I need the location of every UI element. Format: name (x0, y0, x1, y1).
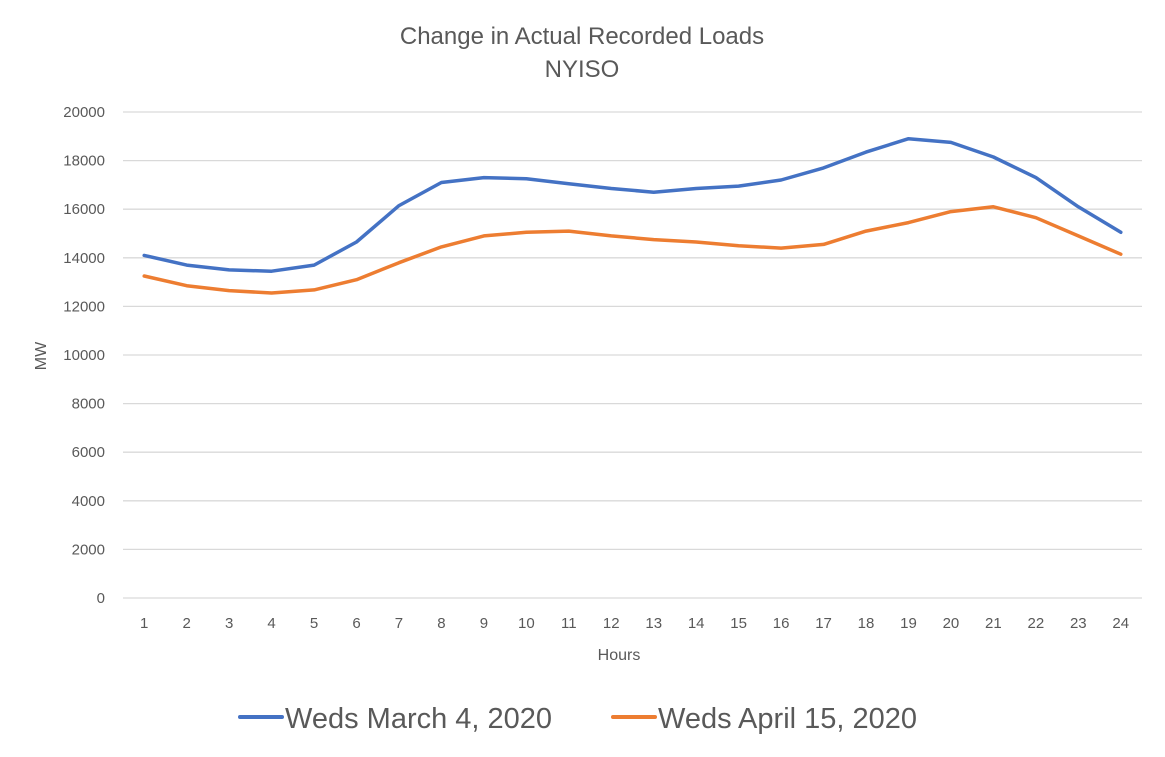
y-tick-label: 14000 (63, 250, 105, 267)
y-axis-ticks: 0 2000 4000 6000 8000 10000 12000 14000 16000 180… (63, 104, 105, 607)
series-line-2 (142, 205, 1123, 295)
x-tick-label: 12 (603, 615, 620, 632)
y-tick-label: 0 (97, 590, 105, 607)
x-tick-label: 24 (1112, 615, 1129, 632)
x-tick-label: 1 (140, 615, 148, 632)
x-tick-label: 14 (688, 615, 705, 632)
legend-label: Weds April 15, 2020 (658, 703, 917, 735)
x-tick-label: 6 (352, 615, 360, 632)
x-tick-label: 11 (561, 615, 577, 632)
y-tick-label: 2000 (72, 541, 105, 558)
y-tick-label: 4000 (72, 493, 105, 510)
x-tick-label: 21 (985, 615, 1002, 632)
chart-title: Change in Actual Recorded Loads (400, 23, 764, 50)
y-tick-label: 10000 (63, 347, 105, 364)
legend-item: Weds March 4, 2020 (238, 703, 552, 735)
series-line-1 (142, 136, 1123, 273)
y-axis-label: MW (33, 341, 50, 370)
x-tick-label: 7 (395, 615, 403, 632)
x-tick-label: 10 (518, 615, 535, 632)
series-lines (142, 136, 1123, 295)
x-tick-label: 5 (310, 615, 318, 632)
x-tick-label: 23 (1070, 615, 1087, 632)
y-tick-label: 18000 (63, 153, 105, 170)
x-tick-label: 8 (437, 615, 445, 632)
chart-subtitle: NYISO (545, 56, 620, 83)
x-tick-label: 13 (645, 615, 662, 632)
legend: Weds March 4, 2020 Weds April 15, 2020 (238, 703, 917, 735)
x-axis-label: Hours (598, 647, 641, 664)
x-tick-label: 16 (773, 615, 790, 632)
gridlines (123, 111, 1142, 599)
y-tick-label: 16000 (63, 201, 105, 218)
legend-label: Weds March 4, 2020 (285, 703, 552, 735)
x-axis-ticks: 1 2 3 4 5 6 7 8 9 10 11 12 13 14 15 16 17 18 19 20 21 22 23 24 (140, 615, 1129, 632)
x-tick-label: 9 (480, 615, 488, 632)
x-tick-label: 19 (900, 615, 917, 632)
y-tick-label: 20000 (63, 104, 105, 121)
x-tick-label: 22 (1028, 615, 1045, 632)
x-tick-label: 17 (815, 615, 832, 632)
y-tick-label: 12000 (63, 298, 105, 315)
x-tick-label: 3 (225, 615, 233, 632)
x-tick-label: 18 (858, 615, 875, 632)
x-tick-label: 15 (730, 615, 747, 632)
x-tick-label: 4 (267, 615, 275, 632)
y-tick-label: 6000 (72, 444, 105, 461)
x-tick-label: 20 (943, 615, 960, 632)
y-tick-label: 8000 (72, 396, 105, 413)
x-tick-label: 2 (183, 615, 191, 632)
legend-item: Weds April 15, 2020 (611, 703, 917, 735)
